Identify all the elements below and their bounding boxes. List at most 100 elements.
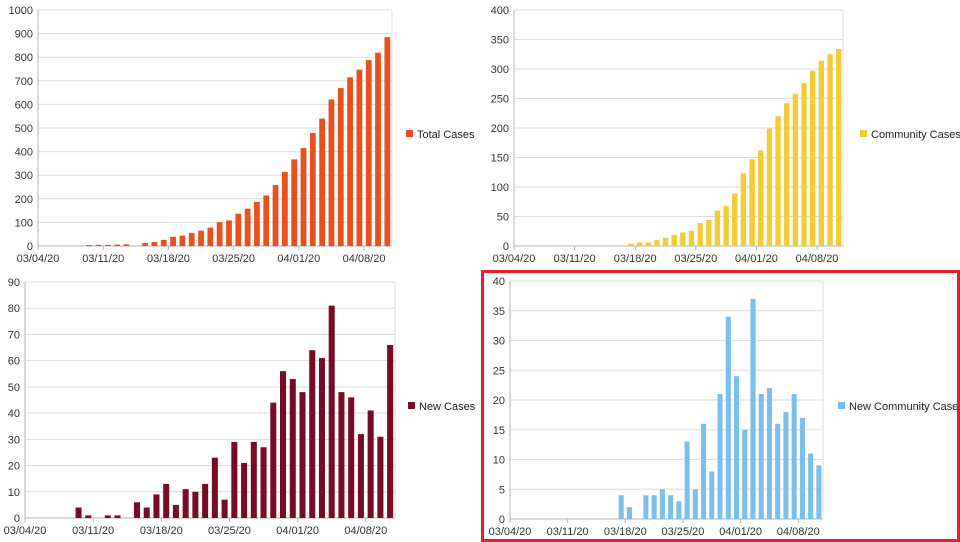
y-tick-label: 40 [8, 408, 20, 420]
bar [740, 173, 747, 246]
x-tick-label: 04/01/20 [277, 253, 320, 265]
bar [114, 244, 121, 246]
x-tick-label: 03/11/20 [82, 253, 124, 265]
bar [651, 495, 657, 519]
legend-swatch [860, 130, 867, 137]
bar [318, 358, 325, 518]
bar [270, 402, 277, 518]
bar [207, 227, 214, 246]
x-tick-label: 03/25/20 [674, 253, 717, 265]
bar [714, 210, 721, 246]
y-tick-label: 15 [493, 425, 505, 437]
y-tick-label: 0 [14, 513, 20, 525]
bar [231, 441, 238, 518]
y-tick-label: 1000 [9, 5, 33, 17]
bar [338, 392, 345, 518]
bar [142, 242, 149, 246]
bar [309, 132, 316, 246]
bar [319, 118, 326, 246]
legend-label: Community Cases [871, 129, 960, 141]
bar [357, 434, 364, 518]
y-tick-label: 35 [493, 306, 505, 318]
x-tick-label: 03/25/20 [212, 253, 255, 265]
bar [659, 489, 665, 519]
bar [104, 244, 111, 246]
legend-swatch [408, 402, 415, 409]
bar [808, 453, 814, 519]
x-tick-label: 03/04/20 [489, 526, 532, 538]
bar [384, 37, 391, 246]
y-tick-label: 0 [503, 241, 509, 253]
highlight-box [481, 270, 960, 542]
bar [792, 93, 799, 246]
bar [668, 495, 674, 519]
bar [254, 201, 260, 246]
bar [104, 515, 111, 518]
bar [375, 52, 381, 246]
x-tick-label: 04/08/20 [343, 253, 386, 265]
bar [827, 54, 833, 246]
bar [86, 245, 93, 247]
bar [725, 316, 731, 519]
bar [348, 397, 355, 518]
bar [749, 159, 755, 246]
x-tick-label: 04/08/20 [777, 526, 820, 538]
bar [291, 159, 298, 246]
bar [289, 379, 296, 518]
bar [299, 392, 306, 518]
y-tick-label: 80 [8, 303, 20, 315]
bar [636, 242, 643, 246]
y-tick-label: 5 [499, 484, 505, 496]
bar [742, 429, 748, 519]
bar [280, 371, 287, 518]
bar [235, 213, 242, 246]
bar [75, 507, 82, 518]
x-tick-label: 04/08/20 [344, 525, 387, 537]
bar [643, 495, 649, 519]
x-tick-label: 03/18/20 [147, 253, 190, 265]
y-tick-label: 100 [15, 217, 33, 229]
x-tick-label: 03/11/20 [547, 526, 589, 538]
bar [662, 237, 669, 246]
y-tick-label: 350 [491, 35, 509, 47]
bar [328, 99, 335, 246]
bar [654, 240, 660, 246]
bar [697, 222, 703, 246]
bar [387, 344, 394, 518]
bar [347, 77, 353, 246]
y-tick-label: 70 [8, 329, 20, 341]
y-tick-label: 10 [8, 487, 20, 499]
bar [645, 242, 651, 246]
bar [723, 205, 729, 246]
bar [732, 193, 738, 246]
x-tick-label: 03/18/20 [140, 525, 183, 537]
bar [775, 116, 781, 246]
bar [758, 150, 764, 246]
legend-swatch [406, 130, 413, 137]
bar [188, 233, 195, 246]
y-tick-label: 20 [8, 461, 20, 473]
y-tick-label: 25 [493, 365, 505, 377]
bar [671, 234, 677, 246]
bar [775, 423, 781, 519]
y-tick-label: 0 [499, 514, 505, 526]
y-tick-label: 300 [15, 170, 33, 182]
bar [241, 462, 248, 518]
bar [835, 48, 842, 246]
bar [309, 350, 316, 518]
y-tick-label: 300 [491, 64, 509, 76]
y-tick-label: 700 [15, 76, 33, 88]
bar [367, 410, 374, 518]
legend-label: New Cases [419, 401, 476, 413]
bar [709, 471, 715, 519]
x-tick-label: 03/04/20 [493, 253, 536, 265]
y-tick-label: 100 [491, 182, 509, 194]
bar [818, 60, 825, 246]
bar [816, 465, 822, 519]
bar [211, 457, 218, 518]
bar [163, 483, 170, 518]
y-tick-label: 200 [15, 194, 33, 206]
bar [758, 394, 764, 519]
bar [198, 230, 204, 246]
bar [143, 507, 150, 518]
